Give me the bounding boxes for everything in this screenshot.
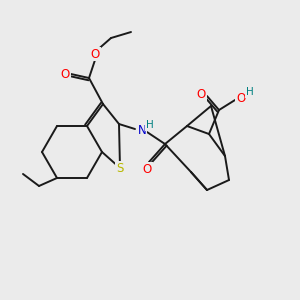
Text: H: H	[246, 87, 254, 97]
Text: O: O	[142, 163, 152, 176]
Text: O: O	[196, 88, 206, 100]
Text: O: O	[90, 47, 100, 61]
Text: O: O	[60, 68, 70, 80]
Text: H: H	[146, 120, 154, 130]
Text: S: S	[116, 161, 124, 175]
Text: N: N	[138, 124, 146, 136]
Text: O: O	[236, 92, 246, 104]
